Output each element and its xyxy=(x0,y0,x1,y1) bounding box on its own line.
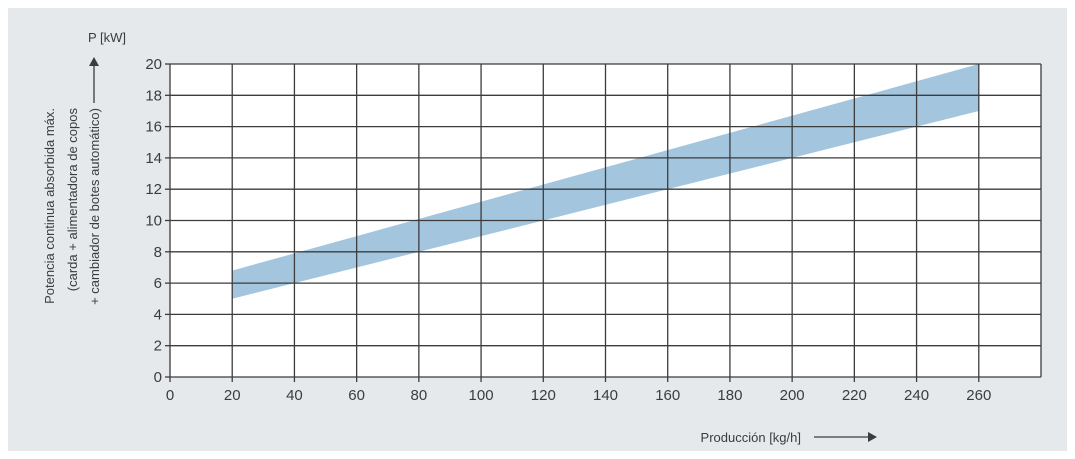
x-tick-label: 0 xyxy=(166,387,174,404)
y-tick-label: 20 xyxy=(145,56,162,73)
x-tick-label: 40 xyxy=(286,387,303,404)
y-tick-label: 18 xyxy=(145,87,162,104)
y-tick-label: 6 xyxy=(154,275,162,292)
y-axis-title-line: Potencia continua absorbida máx. xyxy=(42,108,57,304)
y-tick-label: 8 xyxy=(154,244,162,261)
y-unit-label: P [kW] xyxy=(88,30,126,45)
y-tick-label: 16 xyxy=(145,119,162,136)
y-axis-title-line: (carda + alimentadora de copos xyxy=(65,108,80,292)
x-tick-label: 200 xyxy=(780,387,805,404)
y-tick-label: 12 xyxy=(145,181,162,198)
y-axis-title-line: + cambiador de botes automático) xyxy=(87,108,102,305)
x-tick-label: 160 xyxy=(655,387,680,404)
x-tick-label: 60 xyxy=(348,387,365,404)
x-tick-label: 240 xyxy=(904,387,929,404)
y-tick-label: 0 xyxy=(154,369,162,386)
x-tick-label: 120 xyxy=(531,387,556,404)
x-arrow-head xyxy=(868,432,877,442)
x-tick-label: 140 xyxy=(593,387,618,404)
y-tick-label: 10 xyxy=(145,213,162,230)
y-tick-label: 4 xyxy=(154,306,162,323)
x-axis-title: Producción [kg/h] xyxy=(701,430,801,445)
y-arrow-head xyxy=(89,57,99,66)
x-tick-label: 180 xyxy=(717,387,742,404)
y-tick-label: 2 xyxy=(154,338,162,355)
x-tick-label: 220 xyxy=(842,387,867,404)
x-tick-label: 20 xyxy=(224,387,241,404)
x-tick-label: 80 xyxy=(411,387,428,404)
y-tick-label: 14 xyxy=(145,150,162,167)
x-tick-label: 260 xyxy=(966,387,991,404)
x-tick-label: 100 xyxy=(469,387,494,404)
